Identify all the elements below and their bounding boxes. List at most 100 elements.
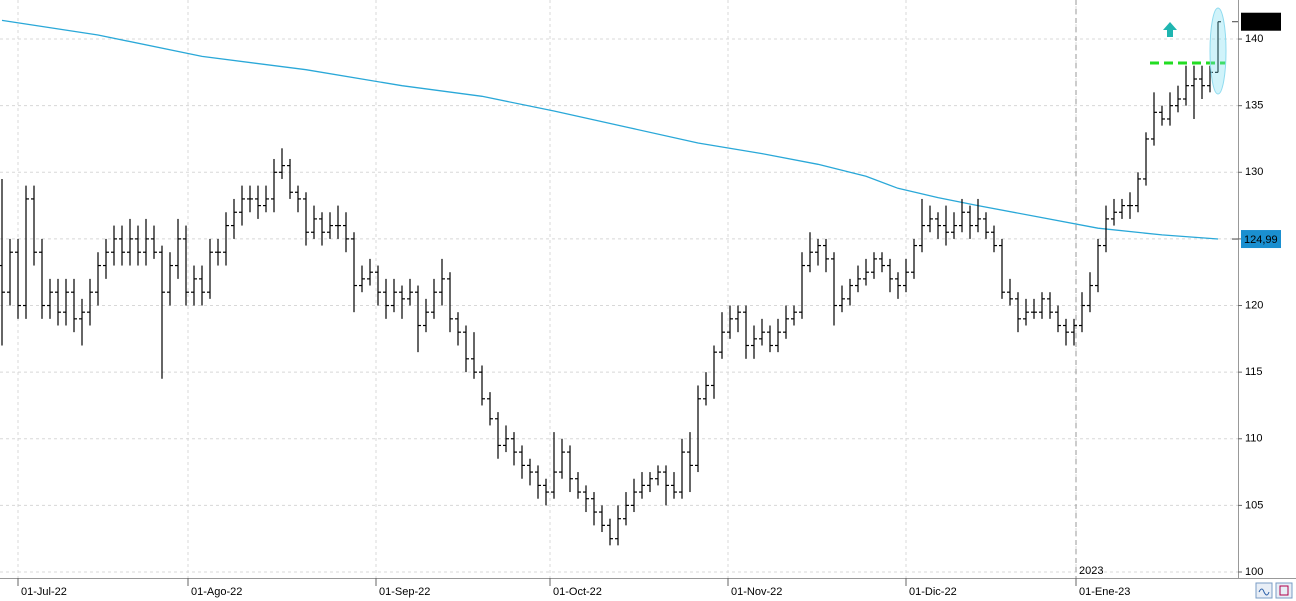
ohlc-bar: [167, 252, 173, 306]
ohlc-bar: [47, 278, 53, 319]
ohlc-bar: [887, 258, 893, 293]
icon-glyph: [1279, 585, 1289, 596]
ohlc-bar: [255, 185, 261, 219]
ohlc-bar: [1095, 238, 1101, 293]
x-tick-label: 01-Ene-23: [1079, 586, 1130, 598]
ohlc-bar: [1063, 318, 1069, 346]
ohlc-bar: [1071, 318, 1077, 346]
ohlc-bar: [1015, 292, 1021, 333]
ohlc-bar: [1047, 292, 1053, 319]
ohlc-bar: [767, 325, 773, 353]
ohlc-bar: [1087, 272, 1093, 313]
ohlc-bar: [407, 278, 413, 306]
ohlc-bar: [367, 258, 373, 286]
ohlc-bar: [135, 225, 141, 266]
ohlc-bar: [831, 252, 837, 326]
ohlc-bar: [119, 225, 125, 266]
ohlc-bar: [1191, 65, 1197, 119]
ohlc-bar: [7, 238, 13, 306]
ohlc-bar: [1167, 92, 1173, 126]
ohlc-bar: [791, 305, 797, 326]
ohlc-bar: [511, 432, 517, 466]
icon-button[interactable]: [1275, 582, 1293, 599]
ohlc-bar: [223, 212, 229, 266]
ohlc-bar: [159, 245, 165, 379]
ohlc-bar: [631, 478, 637, 513]
ohlc-bar: [1143, 132, 1149, 186]
ohlc-bar: [815, 238, 821, 266]
ohlc-bar: [271, 158, 277, 213]
ohlc-bar: [567, 445, 573, 493]
ohlc-bar: [847, 278, 853, 306]
ohlc-bar: [183, 225, 189, 306]
ohlc-bar: [655, 465, 661, 486]
ohlc-bar: [39, 238, 45, 319]
ohlc-bar: [895, 272, 901, 299]
ohlc-bar: [1079, 292, 1085, 333]
ohlc-bar: [343, 212, 349, 253]
ohlc-bar: [855, 265, 861, 293]
ohlc-bar: [1007, 278, 1013, 306]
ohlc-bar: [1199, 65, 1205, 99]
y-tick-label: 135: [1245, 100, 1263, 112]
ohlc-bar: [1055, 305, 1061, 333]
ohlc-bar: [559, 438, 565, 479]
ohlc-bar: [991, 225, 997, 253]
ohlc-bar: [807, 232, 813, 273]
ohlc-bar: [1031, 298, 1037, 319]
ohlc-bar: [247, 185, 253, 213]
ohlc-bar: [471, 332, 477, 379]
ohlc-bar: [431, 278, 437, 319]
ohlc-bar: [687, 432, 693, 493]
ohlc-bar: [591, 492, 597, 526]
ohlc-bar: [823, 238, 829, 273]
x-tick-label: 01-Oct-22: [553, 586, 602, 598]
highlight-ellipse: [1209, 7, 1227, 95]
ohlc-bar: [799, 252, 805, 319]
ohlc-bar: [903, 258, 909, 293]
ohlc-bar: [279, 148, 285, 179]
plot: [0, 0, 1238, 578]
ohlc-bar: [1127, 192, 1133, 219]
ohlc-bar: [287, 158, 293, 199]
ohlc-bar: [495, 412, 501, 459]
x-tick-label: 01-Sep-22: [379, 586, 430, 598]
ohlc-bar: [1183, 65, 1189, 106]
ma-value-tag-label: 124,99: [1244, 234, 1278, 246]
ohlc-bar: [735, 305, 741, 333]
ohlc-bar: [463, 325, 469, 373]
ohlc-bar: [1215, 21, 1221, 73]
ohlc-bar: [695, 385, 701, 473]
ohlc-bar: [231, 198, 237, 239]
ohlc-bar: [15, 238, 21, 319]
ohlc-bar: [111, 225, 117, 266]
ohlc-bar: [375, 265, 381, 306]
ohlc-bar: [527, 458, 533, 486]
ohlc-bar: [215, 238, 221, 266]
ohlc-bar: [1103, 205, 1109, 253]
last-price-tag-box: [1241, 12, 1281, 31]
ohlc-bar: [959, 198, 965, 233]
icon-button[interactable]: [1255, 582, 1273, 599]
ohlc-bar: [0, 178, 5, 346]
y-tick-label: 105: [1245, 499, 1263, 511]
ohlc-bar: [191, 265, 197, 306]
ohlc-bar: [543, 478, 549, 506]
ohlc-bar: [911, 238, 917, 279]
ohlc-bar: [583, 485, 589, 513]
ohlc-bar: [783, 305, 789, 339]
ohlc-bar: [575, 472, 581, 499]
ohlc-bar: [487, 392, 493, 426]
ohlc-bar: [63, 278, 69, 326]
y-tick-label: 120: [1245, 299, 1263, 311]
ohlc-bar: [647, 472, 653, 493]
y-tick-label: 130: [1245, 166, 1263, 178]
ohlc-bar: [359, 265, 365, 293]
ohlc-bar: [839, 285, 845, 313]
ohlc-bar: [391, 278, 397, 313]
ohlc-bar: [703, 372, 709, 406]
ohlc-bar: [319, 212, 325, 246]
ohlc-bar: [303, 192, 309, 246]
ohlc-bar: [239, 185, 245, 226]
